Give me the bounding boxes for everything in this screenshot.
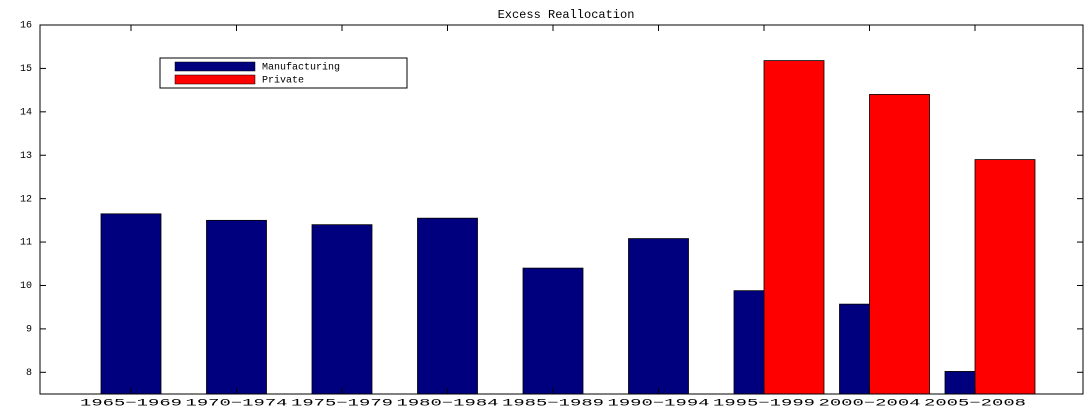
y-tick-label: 12 xyxy=(20,194,32,205)
y-tick-label: 8 xyxy=(26,368,32,379)
bar xyxy=(100,213,162,395)
y-tick-label: 16 xyxy=(20,21,32,32)
x-tick-label: 1965−1969 xyxy=(80,399,182,407)
bar xyxy=(869,94,930,395)
x-tick-label: 1995−1999 xyxy=(713,399,815,407)
y-tick-label: 10 xyxy=(20,281,32,292)
plot-frame xyxy=(39,24,1084,395)
x-tick-label: 1985−1989 xyxy=(502,399,604,407)
bar xyxy=(417,217,478,395)
y-tick-label: 15 xyxy=(20,64,32,75)
y-tick-label: 14 xyxy=(20,107,32,118)
legend-swatch xyxy=(174,74,256,85)
x-tick-label: 1970−1974 xyxy=(186,399,288,407)
bar xyxy=(974,159,1036,395)
legend-swatch xyxy=(174,61,256,72)
legend-label: Private xyxy=(262,75,304,87)
x-tick-label: 1980−1984 xyxy=(397,399,499,407)
x-tick-label: 1975−1979 xyxy=(291,399,393,407)
chart-title: Excess Reallocation xyxy=(498,8,635,22)
bar xyxy=(763,60,825,395)
y-tick-label: 9 xyxy=(26,325,32,336)
x-tick-label: 2005−2008 xyxy=(924,399,1026,407)
bar xyxy=(311,224,373,395)
y-tick-label: 11 xyxy=(20,238,32,249)
bar xyxy=(206,219,267,395)
bar xyxy=(522,267,584,395)
x-tick-label: 1990−1994 xyxy=(608,399,710,407)
legend-label: Manufacturing xyxy=(262,62,340,74)
y-tick-label: 13 xyxy=(20,151,32,162)
x-tick-label: 2000−2004 xyxy=(819,399,921,407)
bar xyxy=(628,238,689,395)
